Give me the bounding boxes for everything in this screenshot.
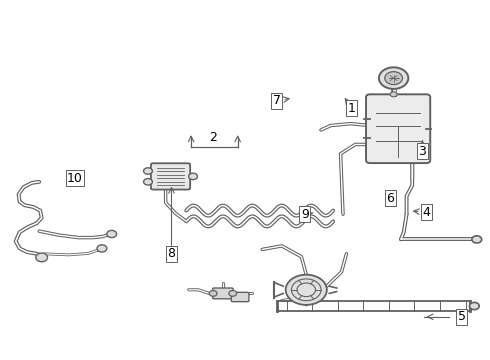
Circle shape	[229, 291, 237, 296]
Text: 3: 3	[418, 145, 426, 158]
Circle shape	[286, 275, 327, 305]
Circle shape	[144, 168, 152, 174]
Circle shape	[209, 291, 217, 296]
Circle shape	[469, 302, 479, 310]
Text: 7: 7	[273, 94, 281, 107]
Circle shape	[390, 92, 397, 97]
Circle shape	[472, 236, 482, 243]
Circle shape	[385, 72, 402, 85]
Circle shape	[379, 67, 408, 89]
FancyBboxPatch shape	[231, 292, 249, 302]
Text: 9: 9	[301, 208, 309, 221]
Text: 6: 6	[387, 192, 394, 204]
Circle shape	[189, 173, 197, 180]
FancyBboxPatch shape	[213, 288, 233, 299]
FancyBboxPatch shape	[366, 94, 430, 163]
Circle shape	[144, 179, 152, 185]
FancyBboxPatch shape	[151, 163, 190, 189]
Circle shape	[36, 253, 48, 262]
Circle shape	[107, 230, 117, 238]
Text: 2: 2	[209, 131, 217, 144]
Text: 8: 8	[168, 247, 175, 260]
Text: 1: 1	[348, 102, 356, 114]
Circle shape	[97, 245, 107, 252]
Text: 10: 10	[67, 172, 83, 185]
Text: 5: 5	[458, 310, 466, 323]
Text: 4: 4	[422, 206, 430, 219]
